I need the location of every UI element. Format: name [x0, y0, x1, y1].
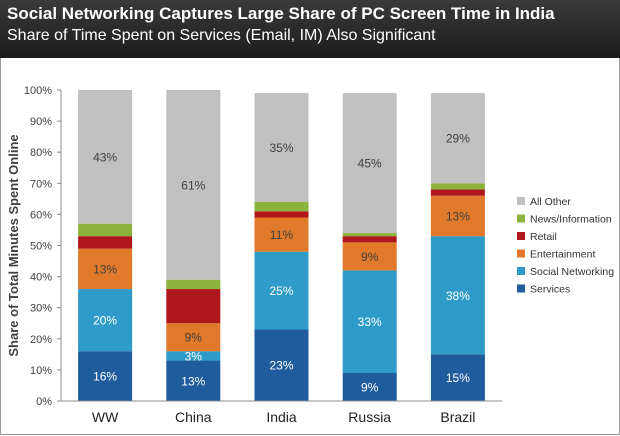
bar-segment: [78, 236, 133, 249]
data-label: 13%: [446, 209, 470, 223]
data-label: 9%: [185, 331, 203, 345]
bar-segment: [430, 93, 485, 184]
chart-header: Social Networking Captures Large Share o…: [0, 0, 620, 58]
y-tick-label: 40%: [30, 272, 52, 284]
y-tick-label: 20%: [30, 334, 52, 346]
legend-swatch: [517, 232, 525, 240]
bar-segment: [342, 236, 397, 243]
bar-segment: [254, 251, 309, 330]
y-tick-label: 0%: [36, 396, 52, 408]
bar-segment: [166, 279, 221, 290]
bar-segment: [254, 211, 309, 218]
data-label: 11%: [270, 228, 293, 242]
legend-swatch: [517, 284, 525, 293]
bar-segment: [342, 93, 397, 234]
legend-label: All Other: [530, 196, 571, 208]
legend-label: Retail: [530, 231, 557, 243]
bar-segment: [430, 189, 485, 196]
x-tick-label: India: [266, 409, 297, 425]
x-tick-label: WW: [92, 409, 119, 425]
bar-segment: [430, 183, 485, 190]
x-tick-label: Russia: [348, 409, 391, 425]
y-tick-label: 80%: [30, 147, 52, 159]
y-tick-label: 60%: [30, 209, 52, 221]
y-tick-label: 70%: [30, 178, 52, 190]
bar-segment: [342, 270, 397, 374]
x-tick-label: China: [175, 409, 212, 425]
bar-segment: [430, 195, 485, 237]
legend-label: Social Networking: [530, 266, 614, 278]
bar-segment: [78, 289, 133, 352]
bar-segment: [166, 351, 221, 361]
data-label: 38%: [446, 289, 470, 303]
bar-segment: [342, 373, 397, 401]
bar-segment: [430, 236, 485, 355]
legend-label: Services: [530, 284, 570, 296]
bar-segment: [254, 329, 309, 401]
y-tick-label: 100%: [24, 85, 52, 97]
chart-title: Social Networking Captures Large Share o…: [7, 4, 555, 23]
data-label: 16%: [93, 370, 117, 384]
bar-segment: [342, 233, 397, 237]
data-label: 25%: [269, 284, 293, 298]
data-label: 33%: [358, 315, 382, 329]
data-label: 3%: [185, 349, 203, 363]
bar-segment: [166, 289, 221, 324]
data-label: 15%: [446, 371, 470, 385]
legend-label: Entertainment: [530, 249, 595, 261]
bar-segment: [430, 354, 485, 401]
y-tick-label: 50%: [30, 241, 52, 253]
y-tick-label: 90%: [30, 116, 52, 128]
legend-label: News/Information: [530, 214, 612, 226]
y-tick-label: 10%: [30, 365, 52, 377]
y-axis-title: Share of Total Minutes Spent Online: [6, 134, 21, 356]
bar-segment: [78, 248, 133, 290]
data-label: 20%: [93, 314, 117, 328]
bar-segment: [254, 93, 309, 202]
data-label: 13%: [181, 374, 205, 388]
bar-segment: [254, 217, 309, 252]
data-label: 13%: [93, 262, 117, 276]
bar-segment: [166, 360, 221, 401]
data-label: 9%: [361, 250, 379, 264]
data-label: 61%: [181, 178, 205, 192]
bar-segment: [166, 323, 221, 352]
y-tick-label: 30%: [30, 303, 52, 315]
legend-swatch: [517, 214, 525, 223]
data-label: 45%: [358, 157, 382, 171]
bar-segment: [254, 201, 309, 212]
data-label: 9%: [361, 381, 379, 395]
chart-subtitle: Share of Time Spent on Services (Email, …: [7, 27, 436, 44]
data-label: 43%: [93, 150, 117, 164]
data-label: 29%: [446, 132, 470, 146]
bar-segment: [78, 223, 133, 237]
bar-segment: [166, 90, 221, 280]
data-label: 35%: [269, 141, 293, 155]
bar-segment: [78, 351, 133, 401]
legend-swatch: [517, 197, 525, 205]
bar-segment: [342, 242, 397, 271]
legend-swatch: [517, 249, 525, 258]
legend-swatch: [517, 267, 525, 275]
bar-segment: [78, 90, 133, 224]
data-label: 23%: [269, 359, 293, 373]
x-tick-label: Brazil: [440, 409, 475, 425]
